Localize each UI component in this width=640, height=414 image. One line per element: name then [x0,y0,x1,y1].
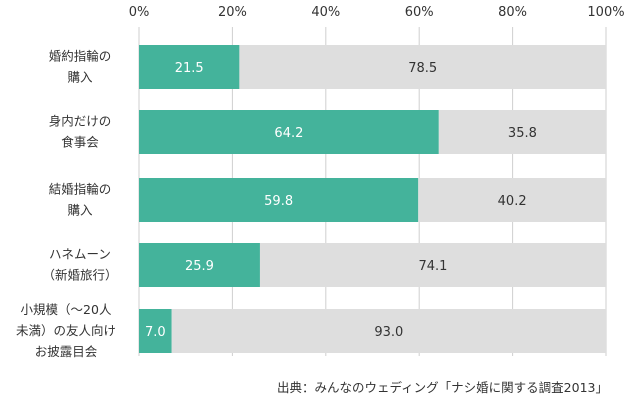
data-label: 21.5 [175,61,204,76]
category-label-line: 食事会 [61,135,99,150]
category-label-line: （新婚旅行） [42,268,117,283]
category-label-line: 未満）の友人向け [16,323,116,338]
data-label: 93.0 [374,325,403,340]
category-label-line: 身内だけの [49,114,112,129]
x-axis-ticks: 0% 20% 40% 60% 80% 100% [129,5,625,20]
category-label-line: 結婚指輪の [49,182,112,197]
category-labels: 婚約指輪の購入身内だけの食事会結婚指輪の購入ハネムーン（新婚旅行）小規模（～20… [16,49,118,360]
category-label: 結婚指輪の購入 [49,182,112,218]
category-label-line: 購入 [67,70,93,85]
bar-segment-primary [139,45,240,89]
x-tick-label: 100% [587,5,624,20]
bar-segment-secondary [438,110,606,154]
category-label: 婚約指輪の購入 [49,49,112,85]
bars: 21.5 78.5 64.2 35.8 59.8 40.2 25.9 74.1 7.0 93.0 [139,45,606,353]
category-label-line: お披露目会 [35,344,98,359]
data-label: 35.8 [508,126,537,141]
bar-segment-secondary [239,45,606,89]
category-label-line: 購入 [67,203,93,218]
source-note: 出典：みんなのウェディング「ナシ婚に関する調査2013」 [277,380,608,395]
bar-segment-primary [139,243,260,287]
data-label: 25.9 [185,259,214,274]
data-label: 74.1 [418,259,447,274]
bar-segment-secondary [259,243,606,287]
bar-segment-primary [139,178,419,222]
x-tick-label: 40% [311,5,340,20]
data-label: 78.5 [408,61,437,76]
category-label-line: 小規模（～20人 [21,302,112,317]
x-tick-label: 0% [129,5,150,20]
category-label: 小規模（～20人未満）の友人向けお披露目会 [16,302,116,359]
bar-segment-secondary [418,178,606,222]
data-label: 7.0 [145,325,166,340]
category-label: 身内だけの食事会 [49,114,112,150]
data-label: 40.2 [498,194,527,209]
category-label-line: ハネムーン [49,247,111,262]
bar-segment-primary [139,110,439,154]
bar-segment-primary [139,309,172,353]
data-label: 59.8 [264,194,293,209]
x-tick-label: 80% [498,5,527,20]
x-tick-label: 20% [218,5,247,20]
x-tick-label: 60% [405,5,434,20]
bar-segment-secondary [171,309,606,353]
category-label-line: 婚約指輪の [49,49,112,64]
category-label: ハネムーン （新婚旅行） [42,247,117,283]
data-label: 64.2 [274,126,303,141]
